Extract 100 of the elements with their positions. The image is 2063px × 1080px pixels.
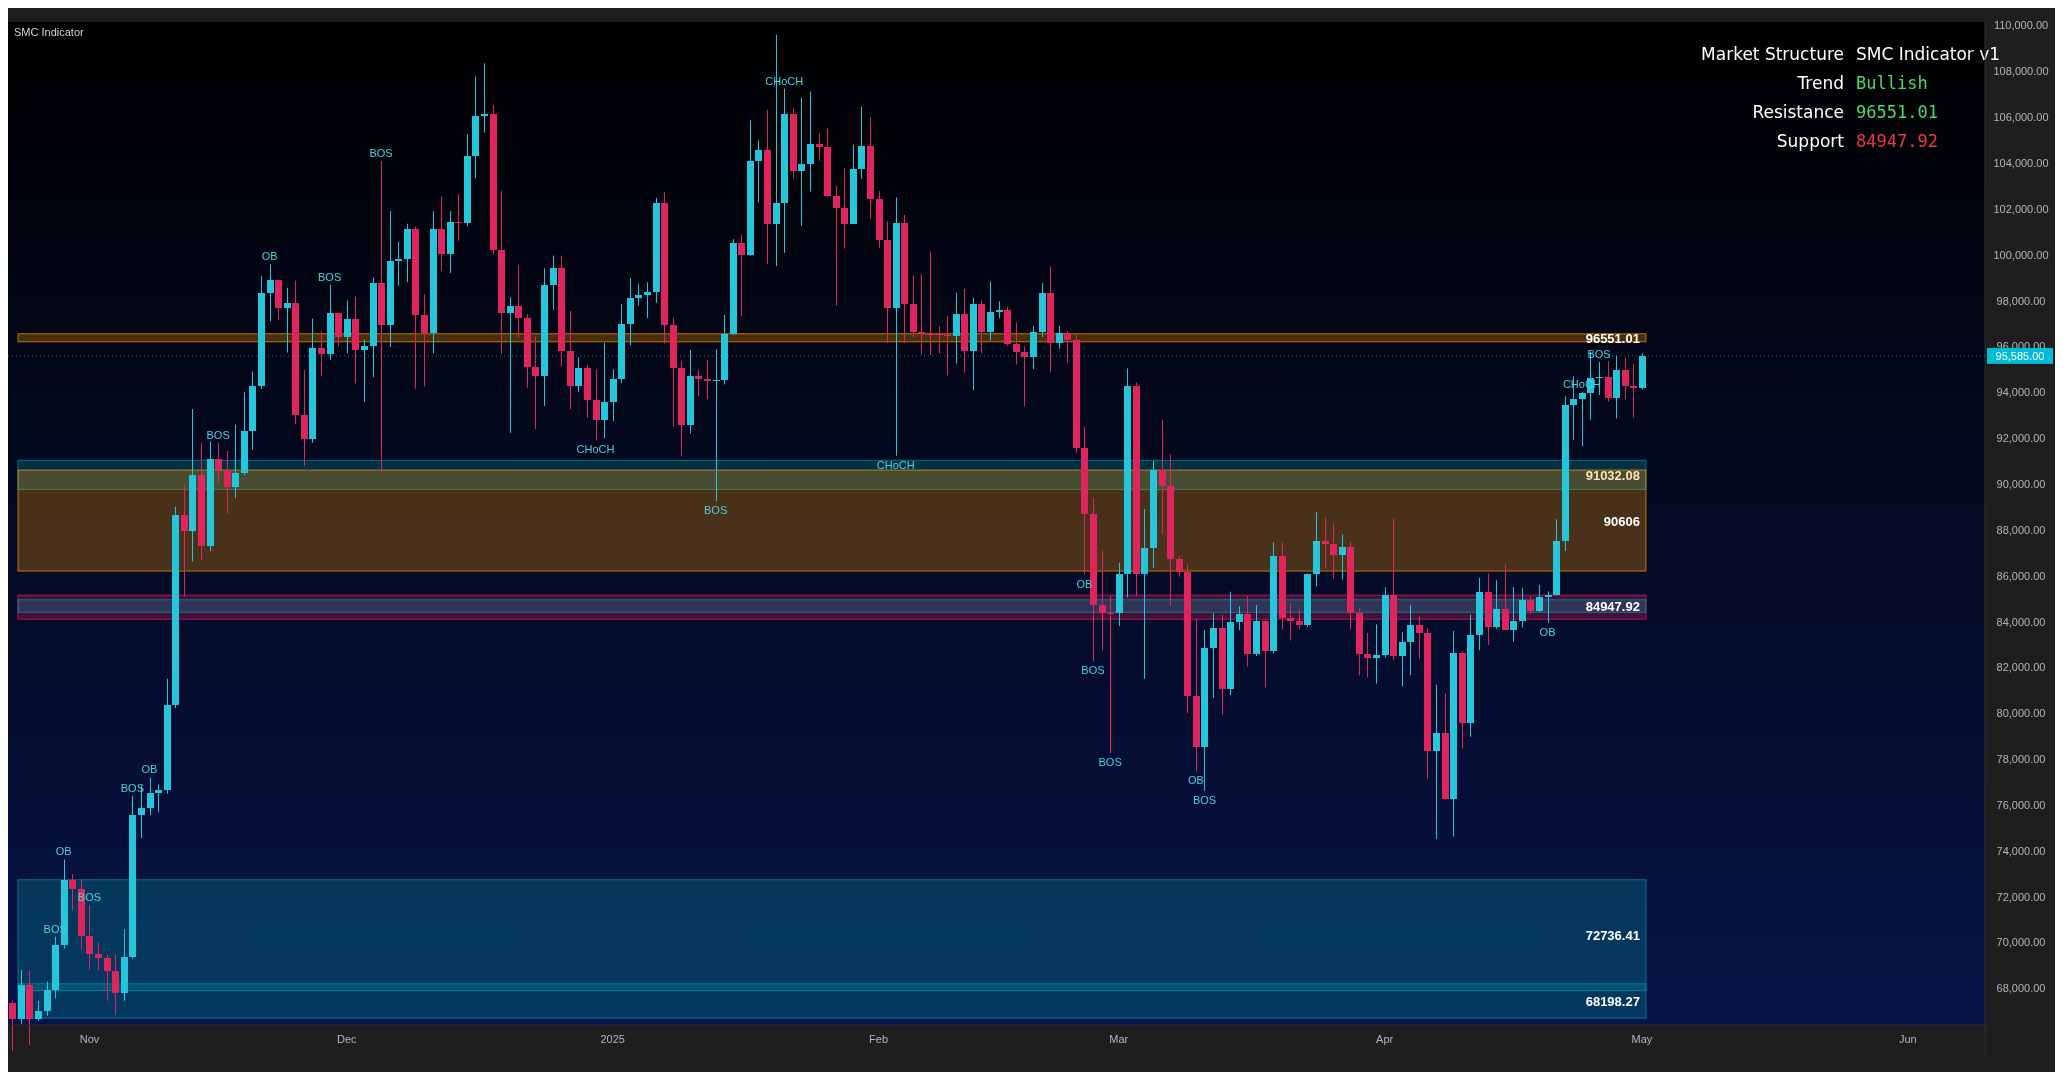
- candlestick: [1056, 325, 1063, 350]
- candlestick: [1021, 345, 1028, 407]
- y-tick-label: 94,000.00: [1996, 386, 2046, 399]
- y-tick-label: 74,000.00: [1996, 844, 2046, 857]
- candlestick: [301, 369, 308, 467]
- candlestick: [95, 941, 102, 971]
- candlestick: [953, 292, 960, 364]
- candlestick: [1064, 331, 1071, 364]
- annotation: CHoCH: [876, 458, 915, 471]
- candlestick: [713, 348, 720, 502]
- y-tick-label: 98,000.00: [1996, 294, 2046, 307]
- band-label: 91032.08: [1585, 467, 1640, 483]
- annotation: Support: [1776, 131, 1845, 151]
- candlestick: [507, 296, 514, 434]
- y-tick-label: 84,000.00: [1996, 615, 2046, 628]
- candlestick: [104, 954, 111, 1002]
- candlestick: [858, 106, 865, 180]
- candlestick: [232, 424, 239, 499]
- band-label: 68198.27: [1585, 993, 1640, 1009]
- candlestick: [69, 873, 76, 911]
- candlestick: [798, 97, 805, 227]
- candlestick: [9, 999, 16, 1052]
- annotation: BOS: [206, 429, 230, 442]
- chart-subtitle: SMC Indicator: [14, 26, 85, 38]
- x-tick-label: 2025: [600, 1033, 625, 1045]
- annotation: BOS: [1192, 793, 1217, 806]
- candlestick: [481, 62, 488, 134]
- y-tick-label: 108,000.00: [1993, 65, 2049, 78]
- annotation: BOS: [369, 146, 393, 159]
- candlestick: [807, 90, 814, 193]
- candlestick: [833, 185, 840, 307]
- candlestick: [1013, 322, 1020, 366]
- candlestick: [944, 315, 951, 376]
- y-tick-label: 78,000.00: [1996, 753, 2046, 766]
- candlestick: [927, 250, 934, 356]
- annotation: BOS: [120, 781, 144, 794]
- x-tick-label: Apr: [1376, 1033, 1394, 1045]
- candlestick: [918, 273, 925, 355]
- annotation: BOS: [318, 270, 342, 283]
- candlestick: [1099, 550, 1106, 651]
- candlestick: [395, 241, 402, 287]
- y-tick-label: 70,000.00: [1996, 936, 2046, 949]
- annotation: OB: [1539, 625, 1556, 638]
- candlestick: [35, 1000, 42, 1022]
- candlestick: [1159, 419, 1166, 535]
- candlestick: [86, 904, 93, 971]
- candlestick: [1493, 579, 1500, 630]
- candlestick: [1433, 684, 1440, 840]
- candlestick: [515, 264, 522, 338]
- y-tick-label: 76,000.00: [1996, 798, 2046, 811]
- annotation: OB: [261, 250, 278, 263]
- candlestick: [532, 336, 539, 430]
- y-tick-label: 72,000.00: [1996, 890, 2046, 903]
- y-tick-label: 68,000.00: [1996, 982, 2046, 995]
- x-tick-label: May: [1631, 1033, 1653, 1045]
- candlestick: [1416, 615, 1423, 660]
- candlestick: [1622, 357, 1629, 400]
- band-label: 72736.41: [1585, 928, 1640, 944]
- annotation: OB: [141, 763, 158, 776]
- candlestick: [224, 450, 231, 514]
- y-tick-label: 88,000.00: [1996, 523, 2046, 536]
- y-tick-label: 106,000.00: [1993, 111, 2049, 124]
- annotation: BOS: [1081, 664, 1105, 677]
- y-tick-label: 110,000.00: [1993, 19, 2049, 32]
- candlestick: [1605, 360, 1612, 402]
- annotation: Trend: [1796, 73, 1844, 93]
- annotation: Market Structure: [1701, 44, 1844, 64]
- candlestick: [644, 281, 651, 319]
- candlestick: [1536, 584, 1543, 613]
- candlestick: [1339, 534, 1346, 581]
- band-label: 90606: [1603, 513, 1640, 529]
- candlestick: [704, 359, 711, 400]
- candlestick: [284, 287, 291, 354]
- candlestick: [344, 300, 351, 354]
- y-tick-label: 80,000.00: [1996, 707, 2046, 720]
- x-tick-label: Feb: [869, 1033, 889, 1045]
- candlestick: [987, 281, 994, 342]
- candlestick: [267, 263, 274, 322]
- candlestick: [181, 484, 188, 598]
- annotation: Bullish: [1856, 73, 1928, 93]
- annotation: SMC Indicator v1: [1856, 44, 2001, 64]
- x-tick-label: Dec: [337, 1033, 358, 1045]
- x-tick-label: Jun: [1898, 1033, 1917, 1045]
- annotation: CHoCH: [576, 443, 615, 456]
- candlestick: [695, 369, 702, 397]
- candlestick: [1176, 555, 1183, 578]
- candlestick: [1510, 586, 1517, 643]
- annotation: BOS: [1587, 347, 1611, 360]
- candlestick: [550, 255, 557, 311]
- candlestick: [816, 133, 823, 162]
- annotation: OB: [1187, 774, 1204, 787]
- candlestick: [601, 342, 608, 439]
- candlestick: [1407, 604, 1414, 676]
- candlestick: [1287, 603, 1294, 642]
- band-label: 84947.92: [1585, 599, 1640, 615]
- candlestick: [361, 339, 368, 403]
- candlestick: [1322, 516, 1329, 570]
- y-tick-label: 104,000.00: [1993, 156, 2049, 169]
- candlestick: [1519, 587, 1526, 628]
- candlestick: [1330, 522, 1337, 580]
